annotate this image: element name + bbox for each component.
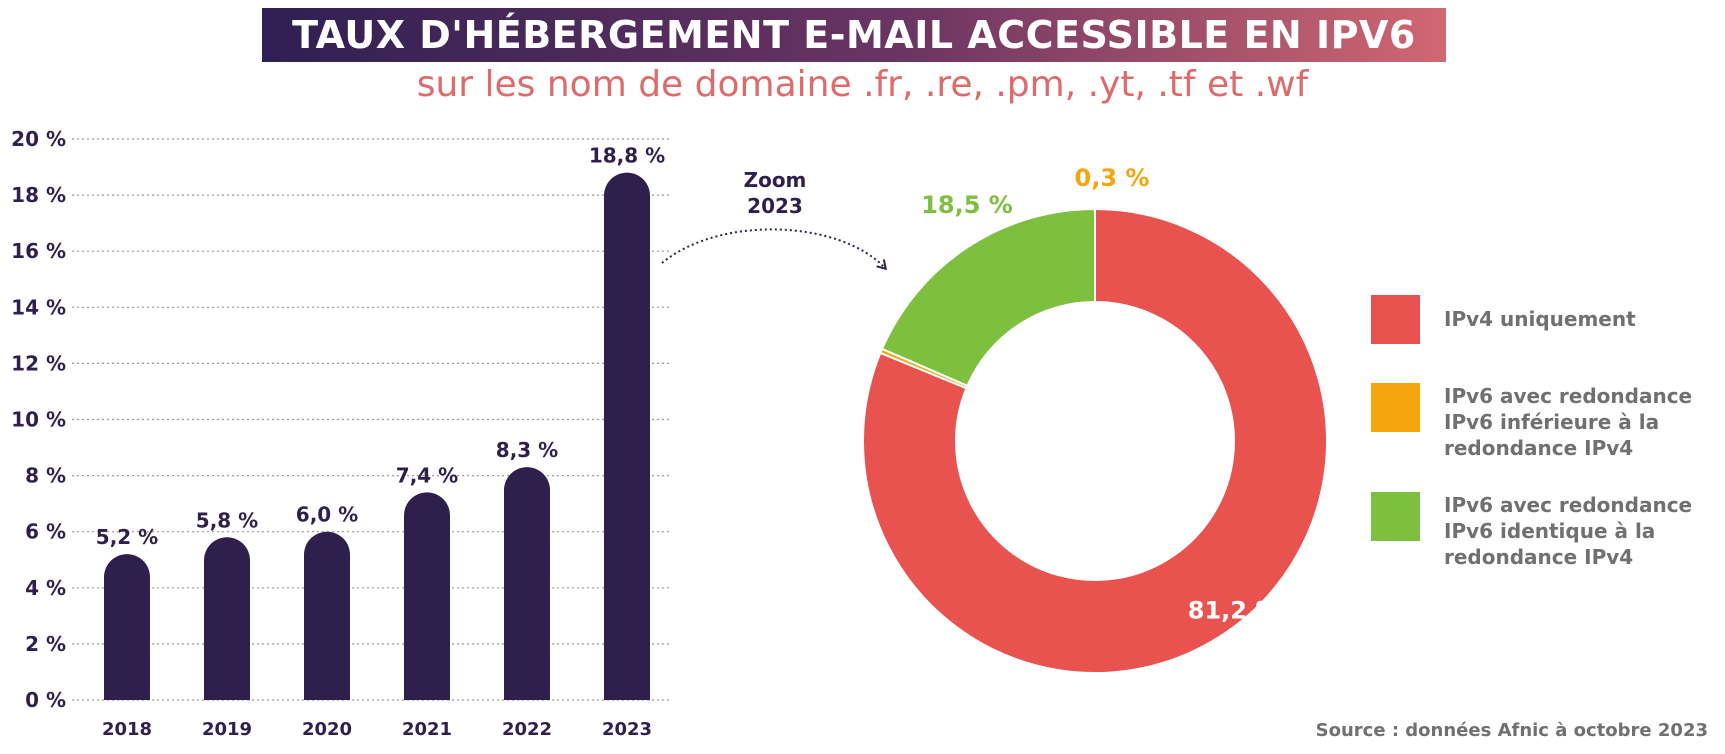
donut-slice [880,207,1096,388]
y-tick-label: 14 % [11,295,66,319]
y-tick-label: 18 % [11,183,66,207]
x-tick-label: 2023 [602,719,652,740]
y-tick-label: 8 % [25,464,66,488]
title-banner: TAUX D'HÉBERGEMENT E-MAIL ACCESSIBLE EN … [262,8,1446,62]
x-tick-label: 2022 [502,719,552,740]
x-tick-label: 2019 [202,719,252,740]
y-tick-label: 4 % [25,576,66,600]
chart-subtitle: sur les nom de domaine .fr, .re, .pm, .y… [416,64,1309,105]
x-tick-label: 2018 [102,719,152,740]
bar-value-label: 8,3 % [496,438,558,462]
bar-value-label: 7,4 % [396,463,458,487]
zoom-arrow [661,228,887,271]
y-tick-label: 2 % [25,632,66,656]
bar-2021 [404,492,450,700]
x-tick-label: 2020 [302,719,352,740]
legend-label: redondance IPv4 [1444,436,1633,460]
y-tick-label: 12 % [11,351,66,375]
legend-label: IPv4 uniquement [1444,307,1636,331]
bar-2023 [604,172,650,700]
legend-label: redondance IPv4 [1444,545,1633,569]
y-tick-label: 6 % [25,520,66,544]
legend-swatch [1371,295,1420,344]
bar-2019 [204,537,250,700]
slice-value-label: 18,5 % [921,191,1013,219]
slice-value-label: 0,3 % [1075,164,1150,192]
bar-value-label: 6,0 % [296,503,358,527]
donut-chart: 81,2 % 0,3 % 18,5 % [862,164,1328,674]
legend-label: IPv6 avec redondance [1444,384,1692,408]
y-tick-label: 0 % [25,688,66,712]
legend-label: IPv6 avec redondance [1444,493,1692,517]
donut-slice [862,207,1328,674]
zoom-label-line-1: Zoom [744,168,807,192]
legend-swatch [1371,383,1420,432]
bar-value-label: 5,2 % [96,525,158,549]
y-tick-label: 20 % [11,127,66,151]
x-tick-label: 2021 [402,719,452,740]
bar-2022 [504,467,550,700]
bar-2018 [104,554,150,700]
bar-chart: 0 % 2 % 4 % 6 % 8 % 10 % 12 % 14 % 16 % 18 % 20 % 5… [11,127,672,740]
y-tick-label: 16 % [11,239,66,263]
source-note: Source : données Afnic à octobre 2023 [1316,720,1708,741]
legend-label: IPv6 identique à la [1444,519,1655,543]
legend-swatch [1371,492,1420,541]
bar-value-label: 18,8 % [589,144,665,168]
y-tick-label: 10 % [11,408,66,432]
zoom-label-line-2: 2023 [747,194,803,218]
slice-value-label: 81,2 % [1188,596,1280,624]
chart-title: TAUX D'HÉBERGEMENT E-MAIL ACCESSIBLE EN … [292,13,1416,57]
zoom-annotation: Zoom 2023 [661,168,887,271]
legend-label: IPv6 inférieure à la [1444,410,1659,434]
bar-value-label: 5,8 % [196,508,258,532]
bar-2020 [304,531,350,700]
